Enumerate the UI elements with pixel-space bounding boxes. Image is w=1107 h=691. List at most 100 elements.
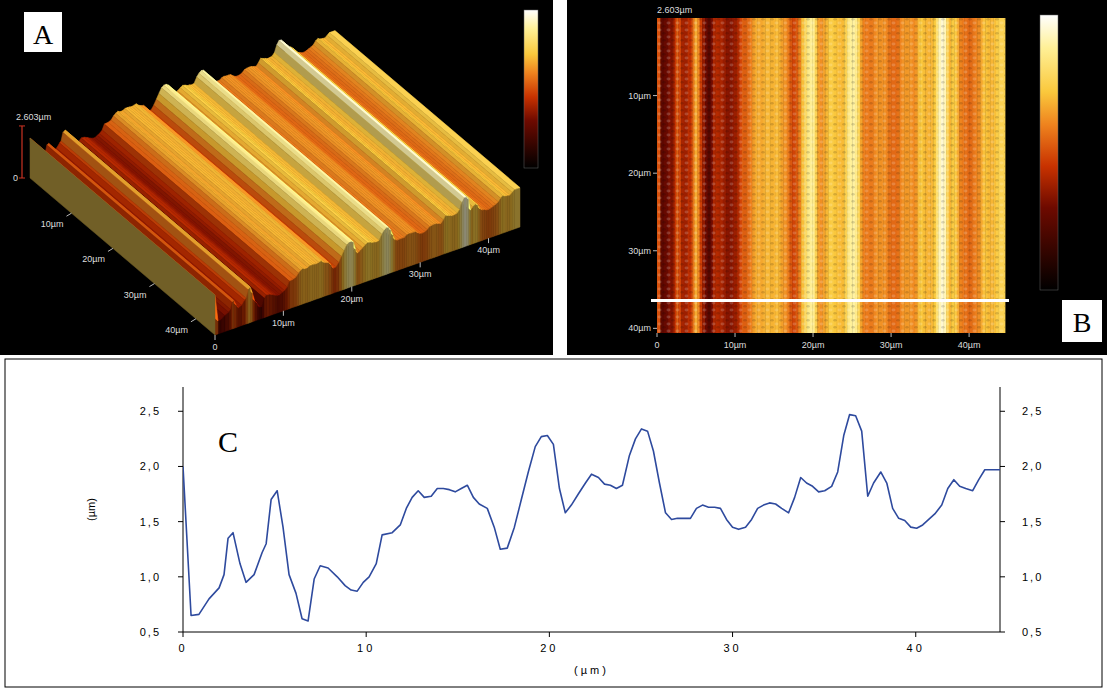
surface-front-face — [507, 195, 510, 232]
surface-front-face — [446, 215, 448, 253]
surface-front-face — [411, 232, 413, 265]
y2-axis — [1000, 387, 1001, 632]
y-tick-label: 40µm — [628, 323, 651, 333]
panel-b: 10µm20µm30µm40µm010µm20µm30µm40µm2.603µm… — [628, 5, 1102, 350]
surface-front-face — [397, 239, 399, 270]
x-tick — [488, 238, 489, 243]
x-tick — [735, 333, 736, 337]
x-tick-label: 20µm — [802, 340, 825, 350]
surface-front-face — [462, 198, 464, 248]
surface-front-face — [218, 320, 221, 334]
texture — [657, 18, 1005, 333]
y2-tick — [1000, 411, 1005, 412]
surface-front-face — [377, 240, 379, 277]
y2-tick-label: 2,0 — [1022, 460, 1043, 472]
surface-front-face — [303, 268, 305, 304]
surface-front-face — [349, 241, 351, 287]
surface-front-face — [282, 290, 284, 311]
surface-front-face — [425, 229, 427, 260]
x-tick — [891, 333, 892, 337]
x-tick — [215, 335, 216, 340]
y-tick — [66, 213, 71, 216]
y2-tick-label: 2,5 — [1022, 405, 1043, 417]
surface-front-face — [326, 262, 329, 295]
surface-front-face — [379, 234, 382, 277]
surface-front-face — [471, 207, 473, 245]
x-tick — [420, 262, 421, 267]
surface-front-face — [351, 241, 353, 287]
surface-front-face — [356, 249, 358, 285]
surface-front-face — [404, 235, 406, 268]
surface-strip — [47, 143, 234, 302]
surface-front-face — [360, 248, 363, 284]
surface-front-face — [457, 210, 459, 250]
surface-front-face — [439, 223, 442, 256]
surface-front-face — [489, 208, 491, 238]
y-tick-label: 0,5 — [140, 626, 161, 638]
surface-front-face — [478, 205, 480, 242]
surface-front-face — [296, 273, 298, 306]
y-tick-label: 20µm — [628, 168, 651, 178]
x-axis — [183, 632, 1000, 633]
y-tick-label: 30µm — [628, 246, 651, 256]
surface-front-face — [368, 242, 371, 281]
x-tick-label: 30 — [723, 642, 741, 654]
surface-front-face — [493, 204, 495, 236]
surface-front-face — [310, 265, 312, 302]
surface-front-face — [480, 209, 482, 241]
panel-b-background — [567, 0, 1107, 355]
z-tick-label: 0 — [13, 173, 18, 183]
surface-front-face — [370, 242, 372, 280]
surface-front-face — [266, 294, 269, 317]
profile-line — [651, 299, 1009, 302]
plot-area — [183, 415, 1000, 621]
x-tick — [183, 632, 184, 637]
panel-letter-box — [1062, 300, 1102, 342]
surface-front-face — [255, 301, 258, 321]
x-tick — [283, 311, 284, 316]
surface-front-face — [391, 230, 393, 273]
surface-front-face — [305, 268, 308, 304]
surface-front-face — [312, 264, 314, 301]
surface-front-face — [422, 232, 425, 262]
surface-front-face — [414, 232, 416, 265]
y-tick — [653, 250, 657, 251]
x-tick-label: 0 — [178, 642, 187, 654]
y-tick — [178, 632, 183, 633]
surface-front-face — [441, 220, 443, 255]
height-map — [657, 18, 1005, 333]
z-axis — [21, 126, 22, 178]
surface-front-face — [236, 305, 238, 327]
y-tick — [108, 248, 113, 251]
surface-front-face — [264, 295, 266, 318]
y-tick — [653, 95, 657, 96]
surface-front-face — [382, 230, 384, 276]
surface — [30, 31, 520, 335]
figure: 02.603µm10µm20µm30µm40µm010µm20µm30µm40µ… — [0, 0, 1107, 691]
y-tick — [178, 576, 183, 577]
surface-front-face — [372, 242, 374, 279]
surface-front-face — [466, 197, 468, 246]
y2-tick-label: 1,0 — [1022, 571, 1043, 583]
surface-front-face — [512, 190, 514, 230]
panel-c-frame — [5, 359, 1102, 687]
x-tick — [366, 632, 367, 637]
scale-label: 2.603µm — [657, 5, 692, 15]
panel-letter: C — [218, 425, 238, 458]
z-tick — [19, 178, 25, 179]
y-tick-label: 1,5 — [140, 516, 161, 528]
surface-front-face — [514, 188, 520, 229]
surface-front-face — [436, 224, 438, 257]
y-tick — [149, 284, 154, 287]
x-tick — [657, 333, 658, 337]
surface-front-face — [239, 305, 242, 327]
x-tick-label: 0 — [654, 340, 659, 350]
surface-front-face — [476, 204, 478, 243]
profile-line — [183, 415, 1000, 621]
surface-front-face — [321, 261, 323, 298]
x-tick-label: 20µm — [340, 294, 363, 304]
surface-front-face — [482, 209, 484, 240]
colorbar — [524, 10, 538, 168]
surface-front-face — [400, 238, 403, 270]
x-tick — [732, 632, 733, 637]
